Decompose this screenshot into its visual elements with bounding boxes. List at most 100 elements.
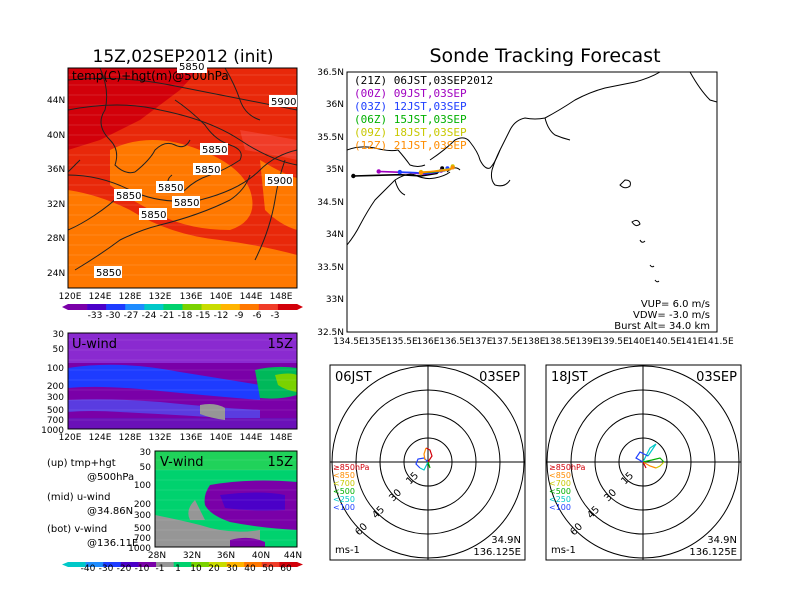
hodograph-06jst-lat: 34.9N	[491, 535, 521, 546]
map-y-tick: 32N	[47, 200, 65, 210]
hodograph-06jst-date: 03SEP	[479, 370, 520, 385]
tracking-x-tick: 137E	[470, 337, 493, 347]
v-wind-title: V-wind	[160, 455, 204, 470]
colorbar-swatch	[68, 304, 88, 310]
tracking-y-tick: 33.5N	[317, 263, 344, 273]
colorbar-swatch	[201, 304, 221, 310]
colorbar-tick: 40	[244, 564, 256, 574]
colorbar-swatch	[239, 304, 260, 310]
colorbar-swatch	[244, 562, 263, 567]
map-y-tick: 24N	[47, 269, 65, 279]
note-up-sub: @500hPa	[87, 472, 134, 483]
tracking-x-tick: 134.5E	[333, 337, 365, 347]
tracking-y-tick: 34.5N	[317, 198, 344, 208]
map-x-tick: 140E	[210, 292, 233, 302]
tracking-x-tick: 135.5E	[386, 337, 418, 347]
contour-label: 5900	[271, 97, 296, 108]
vdw-value: VDW= -3.0 m/s	[633, 310, 710, 321]
legend-entry: (12Z) 21JST,03SEP	[354, 139, 467, 152]
u-wind-x-ticks: 120E 124E 128E 132E 136E 140E 144E 148E	[59, 433, 293, 443]
colorbar-tick: 20	[208, 564, 220, 574]
contour-label: 5850	[141, 210, 166, 221]
hodograph-06jst-time: 06JST	[335, 370, 372, 385]
hodograph-18jst-unit: ms-1	[551, 545, 576, 556]
colorbar-tick: -12	[214, 311, 229, 321]
tracking-coastlines	[347, 72, 717, 283]
u-wind-title: U-wind	[72, 337, 117, 352]
pressure-legend-entry: <500	[333, 487, 355, 496]
v-wind-time: 15Z	[268, 455, 294, 470]
burst-point	[450, 165, 455, 170]
colorbar-tick: -9	[235, 311, 244, 321]
map-x-tick: 144E	[240, 292, 263, 302]
contour-label: 5850	[96, 268, 121, 279]
tracking-x-ticks: 134.5E 135E 135.5E 136E 136.5E 137E 137.…	[333, 337, 734, 347]
map-x-tick: 132E	[149, 292, 172, 302]
colorbar-end-arrow	[62, 562, 68, 567]
tracking-x-tick: 140.5E	[650, 337, 682, 347]
height-contours	[68, 77, 297, 271]
map-y-tick: 40N	[47, 131, 65, 141]
colorbar-swatch	[163, 304, 183, 310]
u-wind-y-tick: 200	[47, 382, 64, 392]
u-wind-y-ticks: 30 50 100 200 300 500 700 1000	[41, 330, 64, 436]
v-wind-y-tick: 30	[140, 448, 152, 458]
hodograph-06jst-unit: ms-1	[335, 545, 360, 556]
u-wind-x-tick: 140E	[210, 433, 233, 443]
contour-label: 5850	[116, 191, 141, 202]
tracking-params: VUP= 6.0 m/s VDW= -3.0 m/s Burst Alt= 34…	[614, 299, 710, 332]
map-y-ticks: 44N 40N 36N 32N 28N 24N	[47, 96, 65, 279]
v-wind-y-tick: 1000	[128, 544, 151, 554]
hodograph-18jst-date: 03SEP	[696, 370, 737, 385]
tracking-x-tick: 139.5E	[597, 337, 629, 347]
tracking-y-tick: 32.5N	[317, 328, 344, 338]
note-bot-label: (bot) v-wind	[47, 524, 107, 535]
hodograph-06jst-rings	[330, 365, 525, 560]
u-wind-x-tick: 128E	[119, 433, 142, 443]
colorbar-tick: 50	[262, 564, 274, 574]
colorbar-tick: -40	[81, 564, 96, 574]
u-wind-y-tick: 50	[53, 345, 65, 355]
track-line	[420, 166, 454, 174]
v-wind-x-tick: 44N	[284, 551, 302, 561]
pressure-legend-entry: <850	[549, 471, 571, 480]
hodograph-06jst-trace	[415, 447, 433, 471]
colorbar-swatch	[258, 304, 279, 310]
tracking-frame	[346, 71, 718, 333]
note-bot-sub: @136.11E	[87, 538, 138, 549]
u-wind-y-tick: 100	[47, 364, 64, 374]
map-x-tick: 148E	[270, 292, 293, 302]
colorbar-swatch	[68, 562, 86, 567]
hodograph-18jst-time: 18JST	[551, 370, 588, 385]
colorbar-tick: -30	[99, 564, 114, 574]
map-y-tick: 36N	[47, 165, 65, 175]
u-wind-field	[68, 333, 297, 429]
v-wind-y-tick: 500	[134, 524, 151, 534]
v-wind-y-tick: 700	[134, 534, 151, 544]
u-wind-y-tick: 700	[47, 416, 64, 426]
colorbar-swatch	[279, 562, 298, 567]
map-title: 15Z,02SEP2012 (init)	[93, 47, 274, 67]
colorbar-swatch	[120, 562, 139, 567]
v-wind-y-tick: 300	[134, 511, 151, 521]
pressure-legend-entry: <700	[549, 479, 571, 488]
u-wind-x-tick: 132E	[149, 433, 172, 443]
launch-point	[351, 173, 356, 179]
colorbar-tick: 10	[190, 564, 202, 574]
colorbar-end-arrow	[297, 562, 303, 567]
tracking-x-tick: 140E	[628, 337, 651, 347]
contour-label: 5850	[158, 183, 183, 194]
legend-entry: (00Z) 09JST,03SEP	[354, 87, 467, 100]
legend-entry: (06Z) 15JST,03SEP	[354, 113, 467, 126]
colorbar-tick: 30	[226, 564, 238, 574]
note-up-label: (up) tmp+hgt	[47, 458, 116, 469]
tracking-x-tick: 138E	[523, 337, 546, 347]
colorbar-tick: -10	[135, 564, 150, 574]
hodograph-18jst-legend: ≥850hPa <850 <700 <500 <250 <100	[549, 463, 586, 512]
tracking-x-tick: 135E	[364, 337, 387, 347]
pressure-legend-entry: <100	[549, 503, 571, 512]
tracking-legend: (21Z) 06JST,03SEP2012 (00Z) 09JST,03SEP …	[354, 74, 493, 152]
temperature-field	[68, 68, 297, 288]
u-wind-x-tick: 120E	[59, 433, 82, 443]
u-wind-y-tick: 300	[47, 393, 64, 403]
